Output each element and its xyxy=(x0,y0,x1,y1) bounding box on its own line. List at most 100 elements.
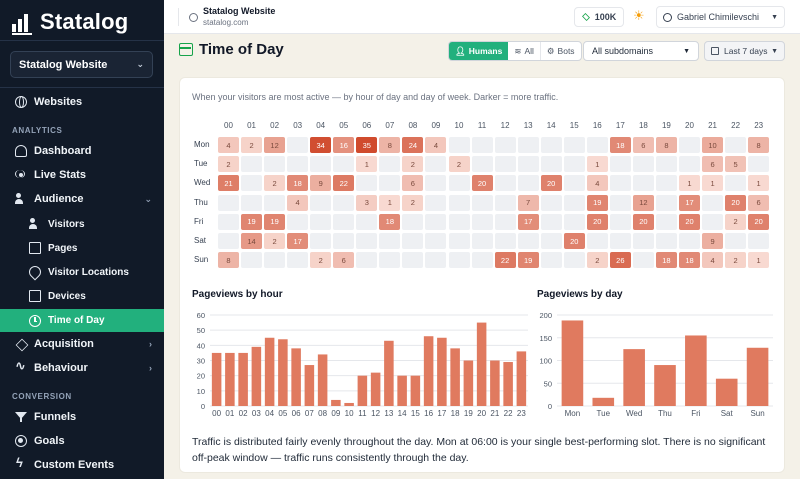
heatmap-cell[interactable]: 18 xyxy=(287,175,309,192)
heatmap-cell[interactable] xyxy=(333,233,355,249)
heatmap-cell[interactable] xyxy=(287,213,309,230)
bar[interactable] xyxy=(211,352,222,406)
nav-websites[interactable]: Websites xyxy=(0,91,164,113)
filter-humans[interactable]: 👤︎ Humans xyxy=(449,42,509,60)
heatmap-cell[interactable]: 2 xyxy=(402,194,424,211)
heatmap-cell[interactable] xyxy=(655,194,677,211)
heatmap-cell[interactable] xyxy=(241,252,263,269)
heatmap-cell[interactable] xyxy=(563,213,585,230)
heatmap-cell[interactable] xyxy=(725,137,747,153)
heatmap-cell[interactable] xyxy=(679,233,700,249)
heatmap-cell[interactable] xyxy=(287,137,309,153)
heatmap-cell[interactable] xyxy=(241,156,263,173)
heatmap-cell[interactable] xyxy=(494,213,516,230)
heatmap-cell[interactable] xyxy=(333,156,355,173)
heatmap-cell[interactable] xyxy=(425,175,447,192)
heatmap-cell[interactable] xyxy=(702,213,724,230)
heatmap-cell[interactable]: 4 xyxy=(287,194,309,211)
heatmap-cell[interactable] xyxy=(494,233,516,249)
heatmap-cell[interactable] xyxy=(609,233,631,249)
heatmap-cell[interactable]: 10 xyxy=(702,137,724,153)
heatmap-cell[interactable]: 2 xyxy=(402,156,424,173)
heatmap-cell[interactable] xyxy=(748,156,770,173)
heatmap-cell[interactable]: 20 xyxy=(632,213,654,230)
heatmap-cell[interactable]: 2 xyxy=(264,175,286,192)
heatmap-cell[interactable]: 20 xyxy=(725,194,747,211)
heatmap-cell[interactable] xyxy=(448,213,470,230)
nav-live-stats[interactable]: Live Stats xyxy=(0,164,164,186)
nav-behaviour[interactable]: Behaviour › xyxy=(0,357,164,379)
heatmap-cell[interactable] xyxy=(563,156,585,173)
heatmap-cell[interactable]: 4 xyxy=(586,175,608,192)
bar[interactable] xyxy=(357,375,368,406)
heatmap-cell[interactable] xyxy=(218,213,239,230)
heatmap-cell[interactable]: 35 xyxy=(356,137,378,153)
bar[interactable] xyxy=(384,340,394,406)
usage-badge[interactable]: 100K xyxy=(574,7,624,27)
bar[interactable] xyxy=(654,365,676,406)
heatmap-cell[interactable]: 17 xyxy=(517,213,539,230)
heatmap-cell[interactable]: 16 xyxy=(333,137,355,153)
heatmap-cell[interactable]: 12 xyxy=(264,137,286,153)
heatmap-cell[interactable] xyxy=(632,233,654,249)
heatmap-cell[interactable]: 8 xyxy=(379,137,401,153)
heatmap-cell[interactable] xyxy=(379,156,401,173)
heatmap-cell[interactable] xyxy=(679,137,700,153)
heatmap-cell[interactable] xyxy=(655,213,677,230)
nav-acquisition[interactable]: Acquisition › xyxy=(0,333,164,355)
bar[interactable] xyxy=(503,362,513,406)
heatmap-cell[interactable] xyxy=(218,194,239,211)
bar[interactable] xyxy=(685,335,707,406)
heatmap-cell[interactable] xyxy=(494,194,516,211)
heatmap-cell[interactable]: 20 xyxy=(540,175,562,192)
heatmap-cell[interactable] xyxy=(517,233,539,249)
bar[interactable] xyxy=(592,397,615,406)
heatmap-cell[interactable] xyxy=(264,156,286,173)
nav-visitors[interactable]: Visitors xyxy=(0,213,164,235)
heatmap-cell[interactable]: 24 xyxy=(402,137,424,153)
heatmap-cell[interactable]: 21 xyxy=(218,175,239,192)
heatmap-cell[interactable] xyxy=(310,213,332,230)
heatmap-cell[interactable] xyxy=(609,194,631,211)
heatmap-cell[interactable]: 9 xyxy=(310,175,332,192)
heatmap-cell[interactable] xyxy=(333,213,355,230)
bar[interactable] xyxy=(463,360,474,407)
heatmap-cell[interactable] xyxy=(402,252,424,269)
heatmap-cell[interactable] xyxy=(609,175,631,192)
heatmap-cell[interactable] xyxy=(632,175,654,192)
heatmap-cell[interactable]: 8 xyxy=(748,137,770,153)
heatmap-cell[interactable]: 18 xyxy=(655,252,677,269)
heatmap-cell[interactable] xyxy=(448,137,470,153)
heatmap-cell[interactable] xyxy=(494,137,516,153)
heatmap-cell[interactable]: 1 xyxy=(748,175,770,192)
logo[interactable]: Statalog xyxy=(12,9,128,35)
heatmap-cell[interactable]: 6 xyxy=(702,156,724,173)
heatmap-cell[interactable]: 19 xyxy=(517,252,539,269)
date-range-select[interactable]: Last 7 days ▼ xyxy=(704,41,785,61)
nav-pages[interactable]: Pages xyxy=(0,237,164,259)
bar[interactable] xyxy=(278,339,288,406)
heatmap-cell[interactable] xyxy=(725,233,747,249)
heatmap-cell[interactable] xyxy=(632,252,654,269)
heatmap-cell[interactable] xyxy=(655,233,677,249)
heatmap-cell[interactable] xyxy=(563,175,585,192)
filter-bots[interactable]: ⚙ Bots xyxy=(539,42,581,60)
bar[interactable] xyxy=(450,348,460,406)
heatmap-cell[interactable] xyxy=(448,194,470,211)
bar[interactable] xyxy=(264,337,275,406)
heatmap-cell[interactable]: 6 xyxy=(402,175,424,192)
heatmap-cell[interactable]: 2 xyxy=(241,137,263,153)
nav-time-of-day[interactable]: Time of Day xyxy=(0,309,164,332)
heatmap-cell[interactable] xyxy=(448,252,470,269)
heatmap-cell[interactable] xyxy=(748,233,770,249)
nav-goals[interactable]: Goals xyxy=(0,430,164,452)
heatmap-cell[interactable]: 26 xyxy=(609,252,631,269)
site-select[interactable]: Statalog Website ⌄ xyxy=(10,51,153,78)
heatmap-cell[interactable]: 34 xyxy=(310,137,332,153)
nav-funnels[interactable]: Funnels xyxy=(0,406,164,428)
heatmap-cell[interactable] xyxy=(356,213,378,230)
heatmap-cell[interactable]: 2 xyxy=(725,252,747,269)
heatmap-cell[interactable] xyxy=(218,233,239,249)
heatmap-cell[interactable] xyxy=(356,233,378,249)
nav-audience[interactable]: Audience ⌄ xyxy=(0,188,164,210)
